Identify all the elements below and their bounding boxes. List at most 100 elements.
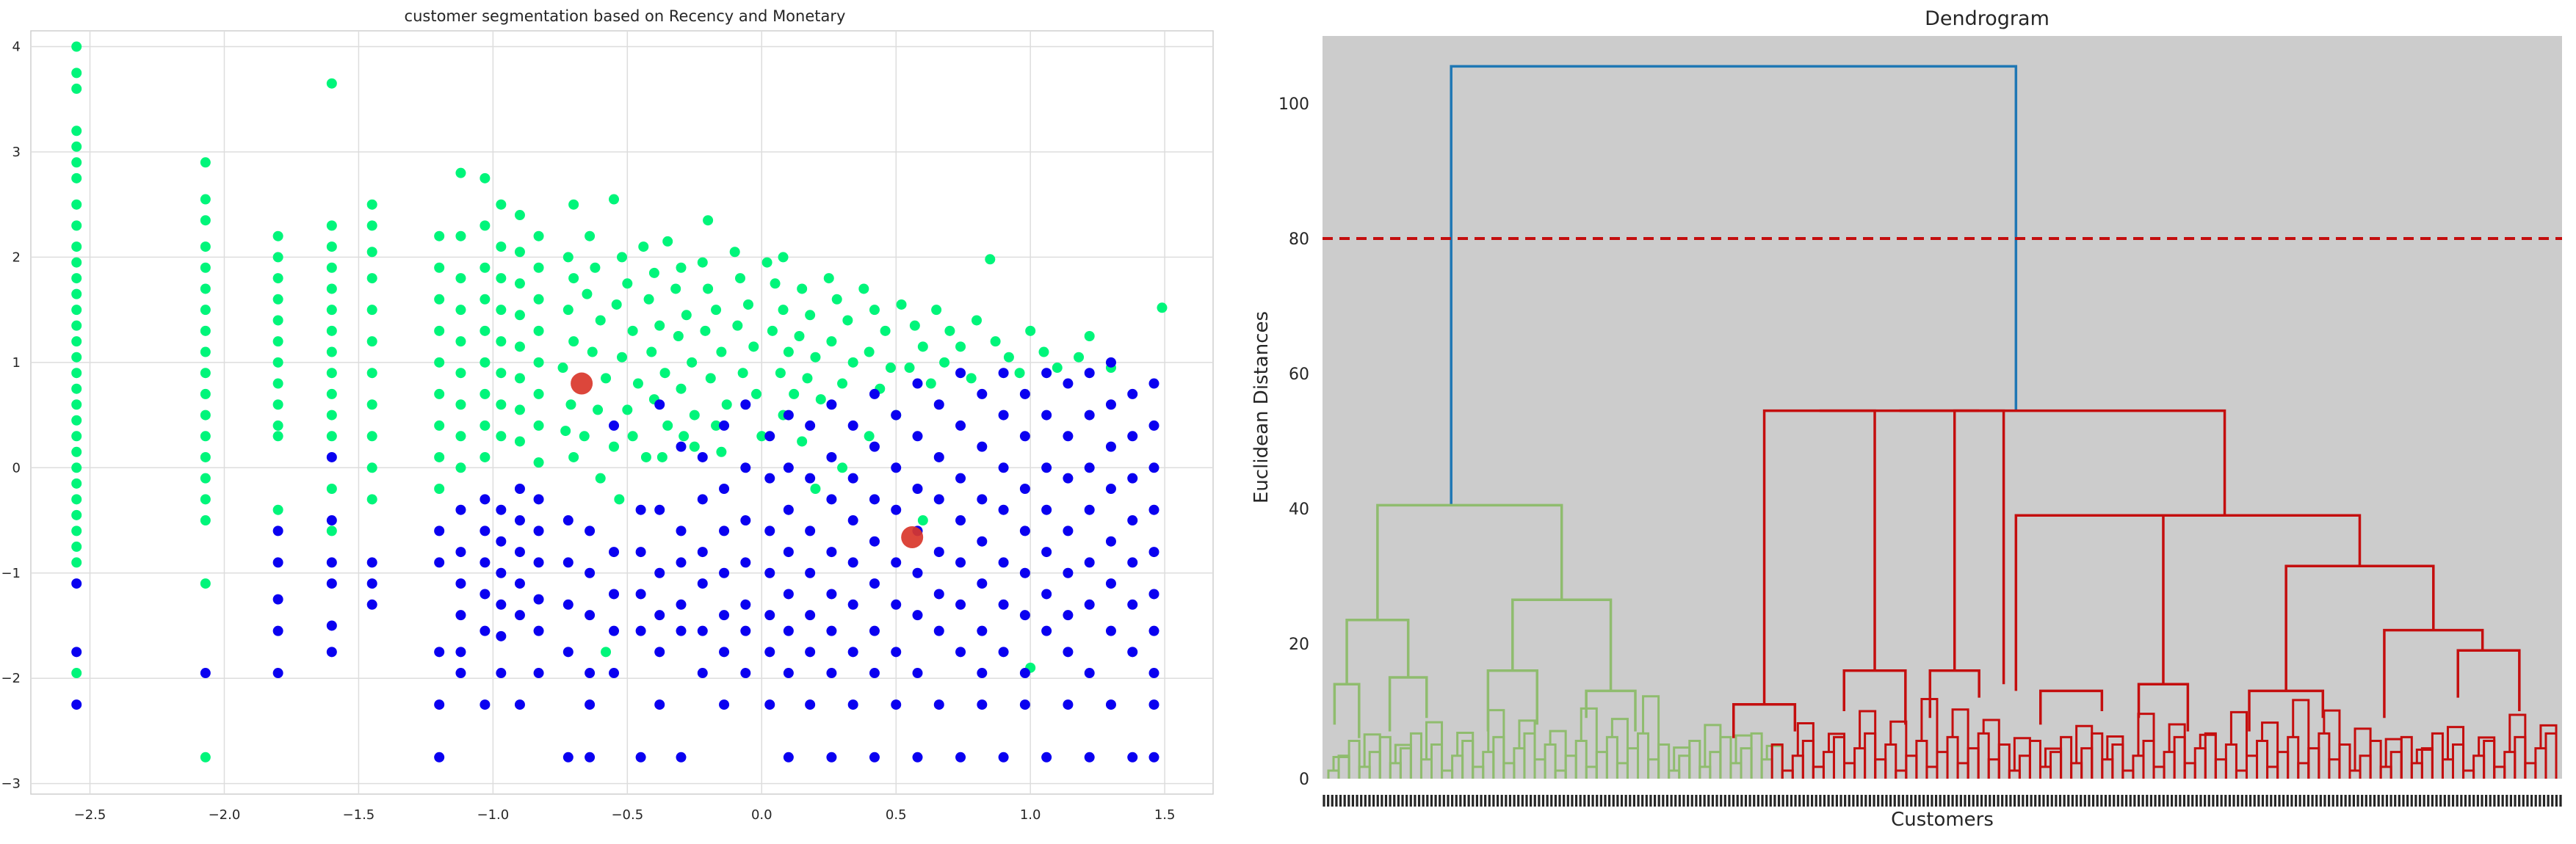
scatter-title: customer segmentation based on Recency a… — [405, 7, 846, 25]
scatter-point — [869, 536, 880, 547]
scatter-point — [585, 230, 596, 241]
scatter-point — [1105, 536, 1116, 547]
scatter-point — [869, 494, 880, 505]
scatter-point — [847, 515, 858, 526]
scatter-point — [71, 525, 82, 536]
scatter-point — [455, 305, 466, 316]
scatter-point — [912, 610, 923, 621]
scatter-point — [933, 494, 944, 505]
scatter-point — [635, 589, 646, 600]
scatter-point — [654, 504, 665, 515]
scatter-point — [676, 262, 687, 273]
dendrogram-link — [1762, 409, 1876, 705]
scatter-point — [71, 647, 82, 658]
scatter-point — [719, 610, 730, 621]
scatter-point — [847, 557, 858, 568]
scatter-point — [864, 346, 875, 357]
scatter-point — [560, 426, 571, 437]
scatter-point — [1084, 410, 1095, 421]
scatter-y-tick-label: 1 — [12, 355, 21, 371]
scatter-point — [737, 368, 748, 379]
scatter-point — [1025, 325, 1036, 336]
scatter-point — [670, 283, 681, 294]
scatter-point — [1084, 557, 1095, 568]
scatter-point — [272, 525, 283, 536]
scatter-point — [71, 68, 82, 79]
scatter-point — [609, 589, 620, 600]
scatter-point — [585, 567, 596, 578]
scatter-point — [1041, 504, 1052, 515]
scatter-point — [272, 594, 283, 605]
scatter-point — [998, 557, 1009, 568]
scatter-point — [609, 547, 620, 558]
scatter-point — [1052, 363, 1063, 374]
scatter-point — [272, 294, 283, 305]
dendrogram-link — [1345, 619, 1410, 685]
scatter-point — [533, 388, 544, 399]
scatter-point — [891, 557, 902, 568]
scatter-point — [272, 399, 283, 410]
scatter-point — [326, 515, 337, 526]
scatter-point — [885, 363, 896, 374]
scatter-point — [909, 320, 920, 331]
scatter-point — [972, 315, 982, 326]
scatter-point — [434, 752, 445, 763]
scatter-point — [496, 504, 507, 515]
scatter-point — [810, 352, 821, 363]
dendrogram-leaf-link — [1523, 732, 1536, 779]
scatter-point — [622, 404, 633, 415]
scatter-point — [480, 262, 491, 273]
scatter-point — [434, 647, 445, 658]
scatter-point — [434, 557, 445, 568]
scatter-point — [480, 451, 491, 462]
scatter-point — [1127, 388, 1138, 399]
scatter-point — [679, 431, 690, 442]
scatter-point — [977, 625, 988, 636]
dendrogram-link — [1732, 703, 1797, 738]
scatter-point — [1084, 368, 1095, 379]
dendrogram-leaf-link — [1461, 739, 1475, 779]
scatter-point — [496, 599, 507, 610]
scatter-point — [925, 378, 936, 389]
scatter-point — [568, 451, 579, 462]
scatter-point — [837, 378, 848, 389]
scatter-point — [750, 388, 761, 399]
scatter-point — [71, 668, 82, 679]
scatter-y-tick-label: 0 — [12, 460, 21, 476]
scatter-point — [891, 647, 902, 658]
scatter-point — [326, 647, 337, 658]
scatter-point — [1019, 567, 1030, 578]
scatter-point — [200, 283, 211, 294]
scatter-point — [1063, 473, 1074, 484]
scatter-point — [917, 515, 928, 526]
scatter-point — [990, 336, 1001, 347]
scatter-point — [847, 599, 858, 610]
dendrogram-y-tick-label: 80 — [1289, 230, 1309, 249]
scatter-point — [700, 325, 711, 336]
scatter-point — [533, 457, 544, 468]
scatter-point — [200, 305, 211, 316]
scatter-point — [977, 699, 988, 710]
scatter-points — [71, 41, 1168, 763]
dendrogram-leaf-link — [2544, 732, 2558, 779]
scatter-point — [71, 157, 82, 168]
dendrogram-leaf-link — [1657, 743, 1671, 779]
scatter-point — [783, 752, 794, 763]
scatter-point — [891, 699, 902, 710]
scatter-point — [1084, 462, 1095, 473]
scatter-point — [455, 647, 466, 658]
dendrogram-leaf-link — [2483, 739, 2496, 779]
dendrogram-link — [1486, 669, 1538, 732]
scatter-point — [985, 254, 996, 265]
scatter-point — [533, 594, 544, 605]
scatter-point — [455, 668, 466, 679]
scatter-point — [1041, 625, 1052, 636]
scatter-point — [635, 504, 646, 515]
scatter-point — [514, 699, 525, 710]
scatter-point — [847, 473, 858, 484]
scatter-point — [716, 346, 727, 357]
scatter-y-tick-label: 2 — [12, 250, 21, 265]
dendrogram-link — [2284, 564, 2435, 691]
scatter-point — [71, 305, 82, 316]
scatter-point — [326, 283, 337, 294]
